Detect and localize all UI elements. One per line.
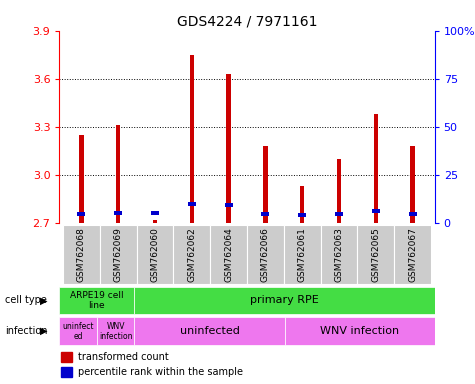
Text: GSM762067: GSM762067 (408, 227, 417, 282)
Bar (337, 159, 341, 223)
Text: GSM762069: GSM762069 (114, 227, 123, 282)
Text: ▶: ▶ (40, 326, 48, 336)
Bar (408, 212, 417, 216)
FancyBboxPatch shape (137, 225, 173, 283)
Text: GSM762061: GSM762061 (298, 227, 307, 282)
Text: GSM762062: GSM762062 (187, 227, 196, 282)
Text: percentile rank within the sample: percentile rank within the sample (78, 367, 243, 377)
Bar (372, 209, 380, 213)
Bar (114, 211, 122, 215)
Text: GSM762065: GSM762065 (371, 227, 380, 282)
FancyBboxPatch shape (100, 225, 137, 283)
FancyBboxPatch shape (134, 286, 435, 314)
Text: ARPE19 cell
line: ARPE19 cell line (70, 291, 124, 310)
Text: ▶: ▶ (40, 295, 48, 306)
FancyBboxPatch shape (357, 225, 394, 283)
Bar (298, 213, 306, 217)
Text: GSM762064: GSM762064 (224, 227, 233, 282)
Bar (263, 146, 267, 223)
Bar (225, 203, 233, 207)
Bar (335, 212, 343, 216)
Bar (373, 114, 378, 223)
Text: GSM762068: GSM762068 (77, 227, 86, 282)
Text: GSM762060: GSM762060 (151, 227, 160, 282)
Text: cell type: cell type (5, 295, 47, 306)
FancyBboxPatch shape (247, 225, 284, 283)
Bar (77, 212, 85, 216)
Text: GSM762066: GSM762066 (261, 227, 270, 282)
Bar (61, 367, 72, 377)
FancyBboxPatch shape (210, 225, 247, 283)
FancyBboxPatch shape (394, 225, 431, 283)
Text: WNV infection: WNV infection (320, 326, 399, 336)
Bar (190, 55, 194, 223)
Bar (116, 125, 121, 223)
Bar (151, 211, 159, 215)
Text: infection: infection (5, 326, 47, 336)
Bar (61, 353, 72, 362)
FancyBboxPatch shape (173, 225, 210, 283)
FancyBboxPatch shape (285, 317, 435, 345)
FancyBboxPatch shape (134, 317, 285, 345)
Bar (227, 74, 231, 223)
Bar (410, 146, 415, 223)
Bar (79, 135, 84, 223)
FancyBboxPatch shape (63, 225, 100, 283)
Text: uninfect
ed: uninfect ed (62, 322, 94, 341)
Text: uninfected: uninfected (180, 326, 239, 336)
Bar (261, 212, 269, 216)
Bar (300, 186, 304, 223)
Text: GSM762063: GSM762063 (334, 227, 343, 282)
Bar (153, 220, 157, 223)
FancyBboxPatch shape (59, 286, 134, 314)
Text: transformed count: transformed count (78, 352, 169, 362)
Title: GDS4224 / 7971161: GDS4224 / 7971161 (177, 14, 317, 28)
FancyBboxPatch shape (97, 317, 134, 345)
Text: primary RPE: primary RPE (250, 295, 319, 306)
Text: WNV
infection: WNV infection (99, 322, 133, 341)
Bar (188, 202, 196, 205)
FancyBboxPatch shape (284, 225, 321, 283)
FancyBboxPatch shape (59, 317, 97, 345)
FancyBboxPatch shape (321, 225, 357, 283)
